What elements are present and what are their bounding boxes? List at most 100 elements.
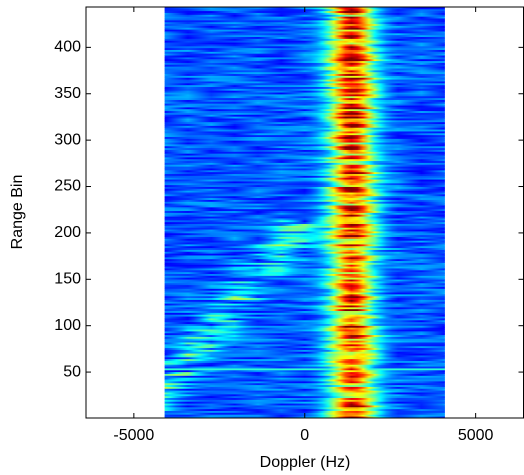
heatmap-row xyxy=(164,119,445,123)
heatmap-row xyxy=(164,321,445,324)
heatmap-row xyxy=(164,160,445,163)
x-axis-label: Doppler (Hz) xyxy=(260,454,351,471)
y-axis-label: Range Bin xyxy=(9,175,26,250)
heatmap-row xyxy=(164,342,445,345)
heatmap-row xyxy=(164,243,445,247)
heatmap-row xyxy=(164,360,445,363)
heatmap-row xyxy=(164,114,445,117)
heatmap-row xyxy=(164,268,445,271)
x-tick-label: -5000 xyxy=(113,427,154,444)
heatmap-row xyxy=(164,38,445,41)
heatmap-row xyxy=(164,334,445,337)
heatmap-row xyxy=(164,214,445,217)
heatmap-row xyxy=(164,168,445,171)
heatmap-row xyxy=(164,188,445,191)
heatmap-row xyxy=(164,295,445,299)
heatmap-row xyxy=(164,382,445,386)
heatmap-row xyxy=(164,69,445,73)
y-tick-label: 400 xyxy=(54,39,81,56)
heatmap-row xyxy=(164,123,445,126)
heatmap-row xyxy=(164,151,445,154)
heatmap-row xyxy=(164,193,445,197)
heatmap-row xyxy=(164,31,445,34)
heatmap-row xyxy=(164,44,445,47)
heatmap-row xyxy=(164,71,445,75)
heatmap-row xyxy=(164,205,445,208)
heatmap-row xyxy=(164,353,445,356)
heatmap-row xyxy=(164,221,445,225)
heatmap-row xyxy=(164,380,445,384)
heatmap-row xyxy=(164,158,445,162)
heatmap-row xyxy=(164,68,445,71)
heatmap-row xyxy=(164,142,445,145)
heatmap-row xyxy=(164,401,445,404)
heatmap-row xyxy=(164,231,445,234)
heatmap-row xyxy=(164,362,445,365)
heatmap-row xyxy=(164,303,445,306)
heatmap-row xyxy=(164,369,445,373)
heatmap-row xyxy=(164,27,445,30)
heatmap-row xyxy=(164,358,445,362)
heatmap-row xyxy=(164,242,445,245)
heatmap-row xyxy=(164,379,445,382)
x-tick-label: 0 xyxy=(300,427,309,444)
heatmap-row xyxy=(164,197,445,200)
heatmap-row xyxy=(164,144,445,147)
heatmap-row xyxy=(164,19,445,23)
heatmap-row xyxy=(164,138,445,141)
heatmap-row xyxy=(164,327,445,330)
heatmap-row xyxy=(164,266,445,269)
y-tick-label: 150 xyxy=(54,271,81,288)
heatmap-row xyxy=(164,21,445,25)
heatmap-row xyxy=(164,316,445,319)
heatmap-row xyxy=(164,286,445,289)
heatmap-row xyxy=(164,182,445,186)
heatmap-row xyxy=(164,345,445,349)
heatmap-row xyxy=(164,277,445,280)
heatmap-row xyxy=(164,227,445,230)
heatmap-row xyxy=(164,53,445,56)
heatmap-row xyxy=(164,293,445,297)
heatmap-row xyxy=(164,332,445,336)
heatmap-row xyxy=(164,284,445,287)
heatmap-row xyxy=(164,349,445,352)
heatmap-row xyxy=(164,73,445,76)
heatmap-row xyxy=(164,279,445,282)
heatmap-row xyxy=(164,36,445,39)
heatmap-row xyxy=(164,366,445,369)
y-tick-label: 200 xyxy=(54,224,81,241)
heatmap-row xyxy=(164,310,445,313)
heatmap-row xyxy=(164,219,445,223)
heatmap-row xyxy=(164,90,445,93)
heatmap-row xyxy=(164,49,445,52)
heatmap-row xyxy=(164,51,445,54)
y-tick-label: 250 xyxy=(54,178,81,195)
heatmap-row xyxy=(164,336,445,339)
heatmap-row xyxy=(164,330,445,334)
heatmap-row xyxy=(164,103,445,106)
heatmap-row xyxy=(164,79,445,82)
heatmap-row xyxy=(164,164,445,167)
heatmap-row xyxy=(164,201,445,204)
heatmap-row xyxy=(164,249,445,252)
heatmap-row xyxy=(164,181,445,184)
heatmap-row xyxy=(164,306,445,310)
heatmap-row xyxy=(164,132,445,136)
heatmap-row xyxy=(164,173,445,176)
heatmap-row xyxy=(164,184,445,187)
heatmap-row xyxy=(164,395,445,399)
heatmap-row xyxy=(164,305,445,308)
heatmap-row xyxy=(164,340,445,343)
heatmap-row xyxy=(164,312,445,315)
heatmap-row xyxy=(164,408,445,411)
heatmap-row xyxy=(164,208,445,212)
heatmap-row xyxy=(164,347,445,350)
heatmap-row xyxy=(164,238,445,241)
heatmap-row xyxy=(164,16,445,19)
heatmap-row xyxy=(164,258,445,262)
heatmap-row xyxy=(164,388,445,391)
heatmap-row xyxy=(164,403,445,406)
heatmap-row xyxy=(164,223,445,226)
heatmap-row xyxy=(164,292,445,295)
